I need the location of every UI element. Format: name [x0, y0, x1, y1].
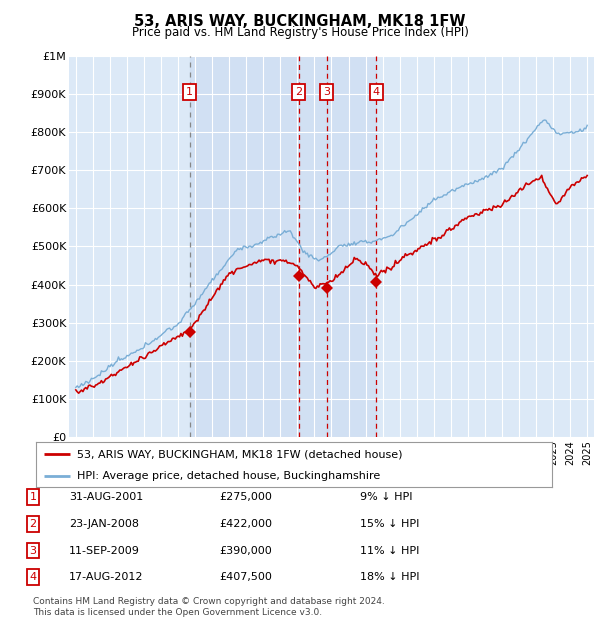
Text: Contains HM Land Registry data © Crown copyright and database right 2024.
This d: Contains HM Land Registry data © Crown c…	[33, 598, 385, 617]
Text: 3: 3	[29, 546, 37, 556]
Text: £390,000: £390,000	[219, 546, 272, 556]
Text: £422,000: £422,000	[219, 519, 272, 529]
Text: HPI: Average price, detached house, Buckinghamshire: HPI: Average price, detached house, Buck…	[77, 471, 380, 480]
Text: 4: 4	[373, 87, 380, 97]
Text: 2: 2	[295, 87, 302, 97]
Text: 53, ARIS WAY, BUCKINGHAM, MK18 1FW (detached house): 53, ARIS WAY, BUCKINGHAM, MK18 1FW (deta…	[77, 449, 403, 459]
Text: 18% ↓ HPI: 18% ↓ HPI	[360, 572, 419, 582]
Text: 17-AUG-2012: 17-AUG-2012	[69, 572, 143, 582]
Text: £407,500: £407,500	[219, 572, 272, 582]
Text: 31-AUG-2001: 31-AUG-2001	[69, 492, 143, 502]
Text: 11% ↓ HPI: 11% ↓ HPI	[360, 546, 419, 556]
Text: 1: 1	[186, 87, 193, 97]
Text: 3: 3	[323, 87, 330, 97]
Bar	[190, 56, 299, 437]
Text: 53, ARIS WAY, BUCKINGHAM, MK18 1FW: 53, ARIS WAY, BUCKINGHAM, MK18 1FW	[134, 14, 466, 29]
Text: 15% ↓ HPI: 15% ↓ HPI	[360, 519, 419, 529]
Text: Price paid vs. HM Land Registry's House Price Index (HPI): Price paid vs. HM Land Registry's House …	[131, 26, 469, 39]
Text: £275,000: £275,000	[219, 492, 272, 502]
Text: 23-JAN-2008: 23-JAN-2008	[69, 519, 139, 529]
Bar	[326, 56, 376, 437]
Text: 9% ↓ HPI: 9% ↓ HPI	[360, 492, 413, 502]
Text: 1: 1	[29, 492, 37, 502]
Text: 2: 2	[29, 519, 37, 529]
Bar	[299, 56, 326, 437]
Text: 4: 4	[29, 572, 37, 582]
Text: 11-SEP-2009: 11-SEP-2009	[69, 546, 140, 556]
